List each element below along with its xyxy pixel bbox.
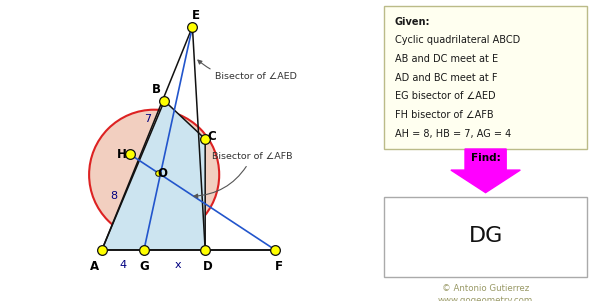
Polygon shape [102,101,205,250]
Text: H: H [116,148,127,161]
Text: Bisector of ∠AED: Bisector of ∠AED [198,60,297,81]
Text: A: A [90,260,99,273]
Text: DG: DG [469,226,503,246]
Text: AD and BC meet at F: AD and BC meet at F [394,73,497,82]
Text: Given:: Given: [394,17,430,26]
Text: FH bisector of ∠AFB: FH bisector of ∠AFB [394,110,493,120]
FancyArrow shape [451,149,520,193]
Text: Bisector of ∠AFB: Bisector of ∠AFB [194,152,292,198]
Text: 8: 8 [110,191,118,201]
Text: Cyclic quadrilateral ABCD: Cyclic quadrilateral ABCD [394,35,520,45]
Text: © Antonio Gutierrez
www.gogeometry.com: © Antonio Gutierrez www.gogeometry.com [438,284,533,301]
Text: E: E [192,9,200,22]
Text: D: D [203,260,213,273]
FancyBboxPatch shape [384,197,587,277]
Text: 7: 7 [144,113,151,124]
Text: x: x [175,259,181,269]
Text: EG bisector of ∠AED: EG bisector of ∠AED [394,91,495,101]
FancyBboxPatch shape [384,6,587,149]
Text: Find:: Find: [470,153,501,163]
Text: F: F [275,260,283,273]
Circle shape [89,110,219,240]
Text: AB and DC meet at E: AB and DC meet at E [394,54,498,64]
Text: C: C [207,130,216,144]
Text: AH = 8, HB = 7, AG = 4: AH = 8, HB = 7, AG = 4 [394,129,511,138]
Text: O: O [157,167,168,180]
Text: B: B [151,83,161,96]
Text: G: G [139,260,149,273]
Text: 4: 4 [119,259,127,269]
